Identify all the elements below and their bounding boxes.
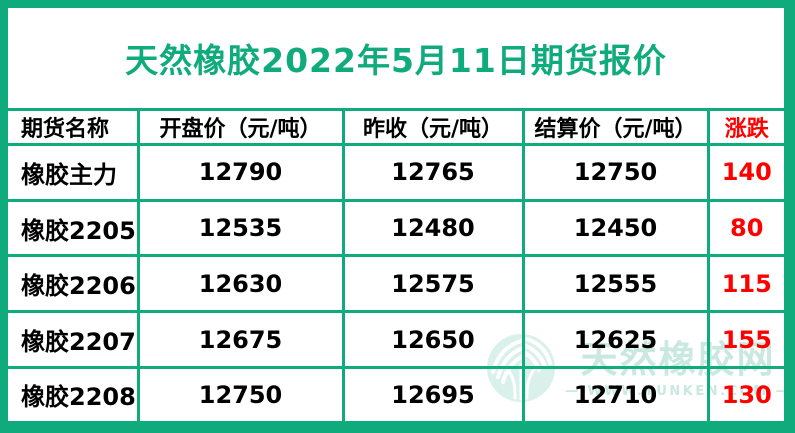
table-row: 橡胶2208 12750 12695 12710 130 — [8, 365, 784, 421]
cell-change: 140 — [706, 143, 784, 202]
cell-settlement: 12555 — [521, 254, 710, 314]
page-title: 天然橡胶2022年5月11日期货报价 — [125, 41, 667, 80]
cell-prev-close: 12695 — [341, 365, 525, 421]
cell-name: 橡胶2208 — [8, 365, 140, 421]
cell-change: 80 — [706, 198, 784, 258]
cell-open: 12630 — [136, 254, 345, 314]
cell-change: 115 — [706, 254, 784, 314]
cell-open: 12790 — [136, 143, 345, 202]
cell-prev-close: 12765 — [341, 143, 525, 202]
header-cell-prev-close: 昨收（元/吨） — [341, 109, 525, 146]
header-cell-settlement: 结算价（元/吨） — [521, 109, 710, 146]
cell-open: 12535 — [136, 198, 345, 258]
cell-change: 130 — [706, 365, 784, 421]
title-bar: 天然橡胶2022年5月11日期货报价 — [8, 8, 784, 111]
cell-name: 橡胶2206 — [8, 254, 140, 314]
cell-open: 12675 — [136, 310, 345, 369]
cell-prev-close: 12575 — [341, 254, 525, 314]
table-row: 橡胶主力 12790 12765 12750 140 — [8, 143, 784, 202]
header-row: 期货名称 开盘价（元/吨） 昨收（元/吨） 结算价（元/吨） 涨跌 — [8, 109, 784, 146]
cell-open: 12750 — [136, 365, 345, 421]
cell-settlement: 12710 — [521, 365, 710, 421]
cell-prev-close: 12650 — [341, 310, 525, 369]
card-content: 天然橡胶2022年5月11日期货报价 期货名称 开盘价（元/吨） 昨收（元/吨）… — [8, 8, 784, 421]
header-cell-change: 涨跌 — [706, 109, 784, 146]
cell-name: 橡胶2205 — [8, 198, 140, 258]
cell-name: 橡胶2207 — [8, 310, 140, 369]
cell-settlement: 12625 — [521, 310, 710, 369]
header-cell-open: 开盘价（元/吨） — [136, 109, 345, 146]
table-row: 橡胶2206 12630 12575 12555 115 — [8, 254, 784, 314]
table-row: 橡胶2207 12675 12650 12625 155 — [8, 310, 784, 369]
cell-settlement: 12450 — [521, 198, 710, 258]
futures-price-table: 期货名称 开盘价（元/吨） 昨收（元/吨） 结算价（元/吨） 涨跌 橡胶主力 1… — [8, 109, 784, 421]
cell-change: 155 — [706, 310, 784, 369]
cell-settlement: 12750 — [521, 143, 710, 202]
table-row: 橡胶2205 12535 12480 12450 80 — [8, 198, 784, 258]
cell-name: 橡胶主力 — [8, 143, 140, 202]
cell-prev-close: 12480 — [341, 198, 525, 258]
header-cell-name: 期货名称 — [8, 109, 140, 146]
